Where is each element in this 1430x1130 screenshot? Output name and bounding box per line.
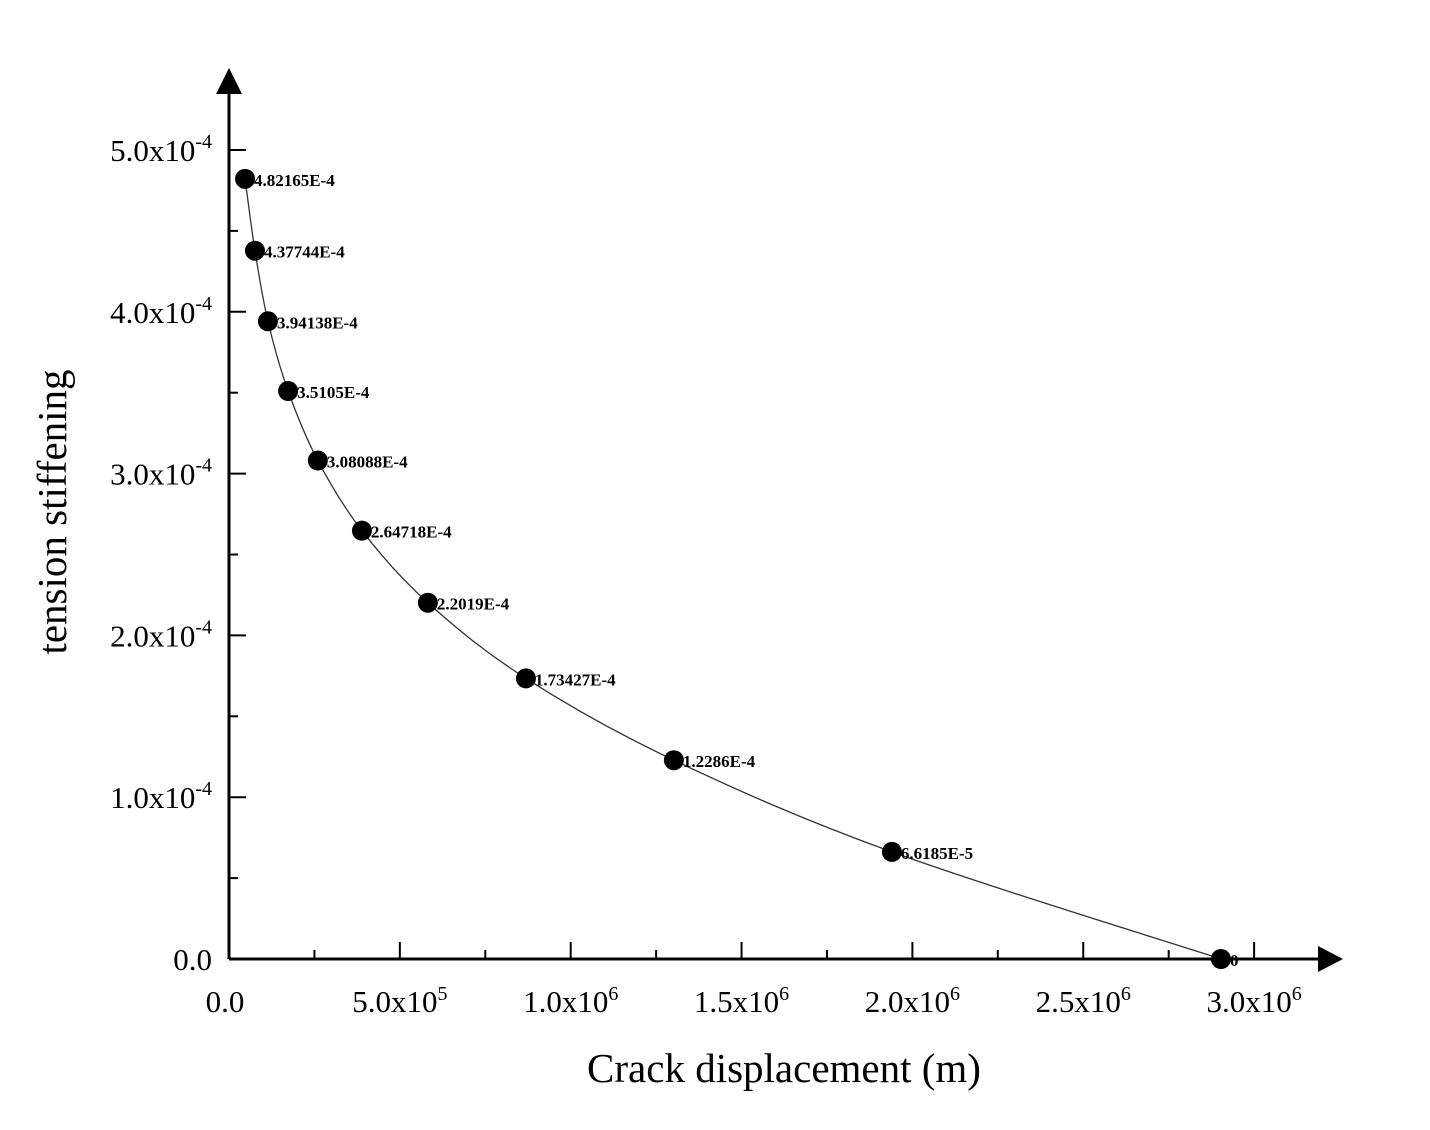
data-point	[257, 311, 278, 332]
x-tick-label: 5.0x105	[352, 983, 447, 1019]
data-label: 3.94138E-4	[277, 313, 358, 332]
x-tick-label: 2.0x106	[865, 983, 960, 1019]
data-point	[417, 592, 438, 613]
x-axis-label: Crack displacement (m)	[587, 1045, 981, 1091]
data-point	[235, 168, 256, 189]
data-label: 1.73427E-4	[535, 670, 616, 689]
y-axis-arrow	[216, 68, 242, 94]
axes	[216, 68, 1343, 972]
data-point	[881, 841, 902, 862]
y-tick-label: 0.0	[173, 942, 212, 977]
x-tick-label: 1.5x106	[694, 983, 789, 1019]
x-axis-arrow	[1318, 946, 1343, 972]
data-label: 4.37744E-4	[264, 243, 345, 262]
y-axis-label: tension stiffening	[29, 369, 75, 654]
ticks: 0.0 5.0x105 1.0x106 1.5x106 2.0x106 2.5x106 3.…	[110, 131, 1302, 1019]
data-label: 2.64718E-4	[371, 523, 452, 542]
y-tick-label: 2.0x10-4	[110, 616, 212, 653]
data-point	[663, 750, 684, 771]
x-tick-label: 0.0	[206, 984, 245, 1019]
data-point	[351, 520, 372, 541]
data-point	[1210, 949, 1231, 969]
data-label: 0	[1230, 951, 1239, 970]
data-label: 1.2286E-4	[683, 752, 756, 771]
x-tick-label: 3.0x106	[1206, 983, 1301, 1019]
data-label: 3.5105E-4	[297, 383, 370, 402]
data-point	[244, 240, 265, 261]
y-tick-label: 5.0x10-4	[110, 131, 212, 168]
y-tick-label: 3.0x10-4	[110, 455, 212, 492]
x-tick-label: 1.0x106	[523, 983, 618, 1019]
data-point	[307, 450, 328, 471]
data-point	[515, 668, 536, 689]
data-points: 4.82165E-4 4.37744E-4 3.94138E-4 3.5105E-4 3…	[235, 168, 1239, 970]
series-line	[244, 178, 1222, 960]
x-tick-label: 2.5x106	[1036, 983, 1131, 1019]
data-label: 2.2019E-4	[437, 595, 510, 614]
y-tick-label: 1.0x10-4	[110, 778, 212, 815]
y-tick-label: 4.0x10-4	[110, 293, 212, 330]
data-label: 3.08088E-4	[327, 453, 408, 472]
data-label: 6.6185E-5	[901, 844, 973, 863]
data-label: 4.82165E-4	[254, 171, 335, 190]
data-point	[278, 381, 299, 402]
